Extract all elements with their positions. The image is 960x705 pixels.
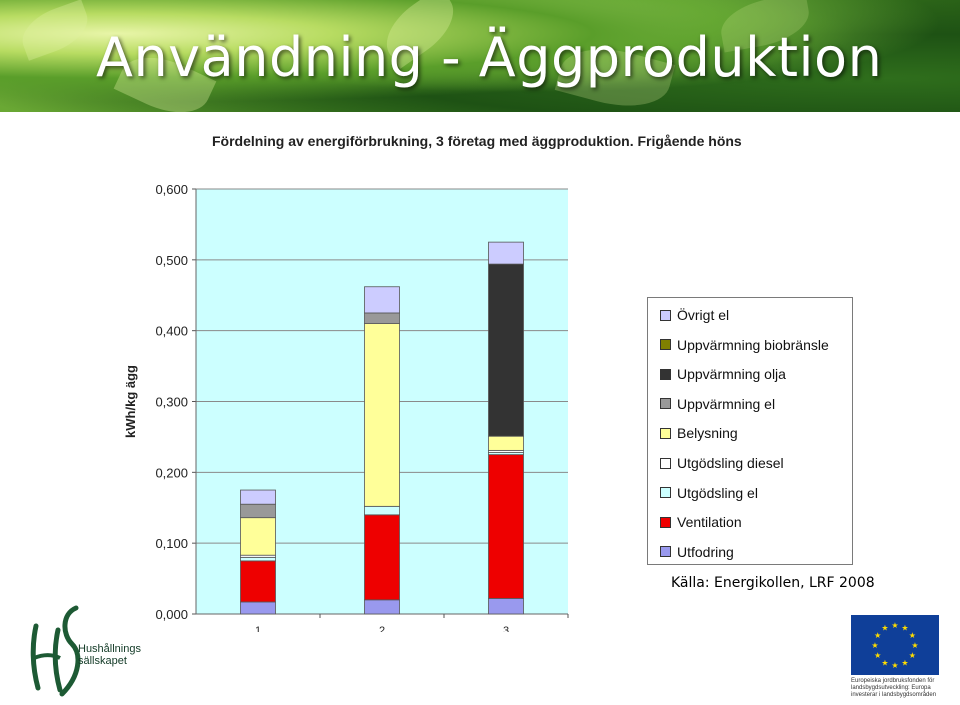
bar-segment-övrigt-el-2 xyxy=(364,286,400,314)
y-axis-label: kWh/kg ägg xyxy=(123,365,138,438)
bar-segment-belysning-3 xyxy=(488,435,524,451)
y-tick-label: 0,600 xyxy=(155,182,188,197)
x-tick-label: 3 xyxy=(503,625,509,632)
legend-label: Övrigt el xyxy=(677,307,730,323)
bar-segment-utfodring-2 xyxy=(364,599,400,615)
bar-segment-ventilation-1 xyxy=(240,560,276,603)
eu-star-icon: ★ xyxy=(901,658,908,667)
bar-segment-ventilation-3 xyxy=(488,454,524,599)
legend-swatch xyxy=(660,398,671,410)
legend-item: Belysning xyxy=(660,424,738,442)
bar-segment-övrigt-el-3 xyxy=(488,241,524,265)
y-tick-label: 0,000 xyxy=(155,607,188,622)
hushallningssallskapet-logo-icon xyxy=(30,605,81,697)
bar-segment-uppvärmning-el-2 xyxy=(364,312,400,324)
x-tick-label: 1 xyxy=(255,625,261,632)
y-tick-label: 0,500 xyxy=(155,253,188,268)
legend-item: Utfodring xyxy=(660,543,734,561)
chart-legend: Övrigt el Uppvärmning biobränsle Uppvärmni… xyxy=(647,297,853,565)
bar-segment-ventilation-2 xyxy=(364,514,400,601)
legend-item: Uppvärmning el xyxy=(660,395,775,413)
eu-stars: ★★★★★★★★★ ★ ★★ xyxy=(871,621,918,670)
logo-text: Hushållnings sällskapet xyxy=(78,643,141,667)
x-tick-label: 2 xyxy=(379,625,385,632)
legend-swatch xyxy=(660,487,671,499)
logo-line-2: sällskapet xyxy=(78,655,127,667)
legend-swatch xyxy=(660,546,671,558)
legend-label: Uppvärmning olja xyxy=(677,366,786,383)
bar-segment-uppvärmning-el-1 xyxy=(240,503,276,519)
eu-flag-icon: ★ ★ ★ ★ ★ ★ ★ ★ ★ ★ ★ ★ xyxy=(851,615,939,675)
stacked-bar-chart: Fördelning av energiförbrukning, 3 föret… xyxy=(123,133,742,632)
legend-swatch xyxy=(660,368,671,380)
legend-item: Övrigt el xyxy=(660,306,729,324)
eu-star-icon: ★ xyxy=(881,658,888,667)
slide-title: Användning - Äggproduktion xyxy=(96,26,883,89)
legend-item: Ventilation xyxy=(660,513,742,531)
legend-item: Utgödsling diesel xyxy=(660,454,784,472)
logo-line-1: Hushållnings xyxy=(78,643,141,655)
eu-star-icon: ★ xyxy=(871,641,878,650)
eu-star-icon: ★ xyxy=(911,641,918,650)
bar-segment-övrigt-el-1 xyxy=(240,489,276,505)
source-note: Källa: Energikollen, LRF 2008 xyxy=(671,575,875,591)
legend-label: Uppvärmning el xyxy=(677,395,776,412)
eu-star-icon: ★ xyxy=(881,624,888,633)
bar-segment-utfodring-3 xyxy=(488,598,524,615)
eu-star-icon: ★ xyxy=(874,651,881,660)
eu-star-icon: ★ xyxy=(909,631,916,640)
legend-item: Utgödsling el xyxy=(660,484,758,502)
legend-swatch xyxy=(660,427,671,439)
legend-swatch xyxy=(660,339,671,351)
bar-segment-utgödsling-el-2 xyxy=(364,505,400,516)
eu-star-icon: ★ xyxy=(909,651,916,660)
eu-star-icon: ★ xyxy=(891,621,898,630)
legend-label: Utgödsling el xyxy=(677,484,758,501)
legend-label: Utgödsling diesel xyxy=(677,455,784,471)
legend-swatch xyxy=(660,457,671,469)
eu-fund-text: Europeiska jordbruksfonden för landsbygd… xyxy=(851,678,937,698)
y-tick-label: 0,400 xyxy=(155,324,188,339)
bar-segment-belysning-2 xyxy=(364,323,400,507)
leaf-decoration xyxy=(15,0,95,61)
legend-item: Uppvärmning olja xyxy=(660,365,786,383)
eu-star-icon: ★ xyxy=(901,624,908,633)
legend-swatch xyxy=(660,309,671,321)
legend-label: Uppvärmning biobränsle xyxy=(677,336,829,353)
chart-title: Fördelning av energiförbrukning, 3 föret… xyxy=(212,133,742,149)
legend-item: Uppvärmning biobränsle xyxy=(660,336,829,354)
legend-label: Utfodring xyxy=(677,543,734,560)
bar-segment-utfodring-1 xyxy=(240,601,276,615)
legend-swatch xyxy=(660,516,671,528)
eu-star-icon: ★ xyxy=(874,631,881,640)
legend-label: Ventilation xyxy=(677,514,742,531)
bar-segment-uppvärmning-olja-3 xyxy=(488,263,524,437)
legend-label: Belysning xyxy=(677,425,738,442)
y-tick-label: 0,100 xyxy=(155,536,188,551)
y-tick-label: 0,300 xyxy=(155,395,188,410)
y-tick-label: 0,200 xyxy=(155,465,188,480)
eu-star-icon: ★ xyxy=(891,661,898,670)
header-banner: Användning - Äggproduktion xyxy=(0,0,960,112)
bar-segment-belysning-1 xyxy=(240,517,276,556)
bar-segment-utgödsling-el-1 xyxy=(240,556,276,562)
